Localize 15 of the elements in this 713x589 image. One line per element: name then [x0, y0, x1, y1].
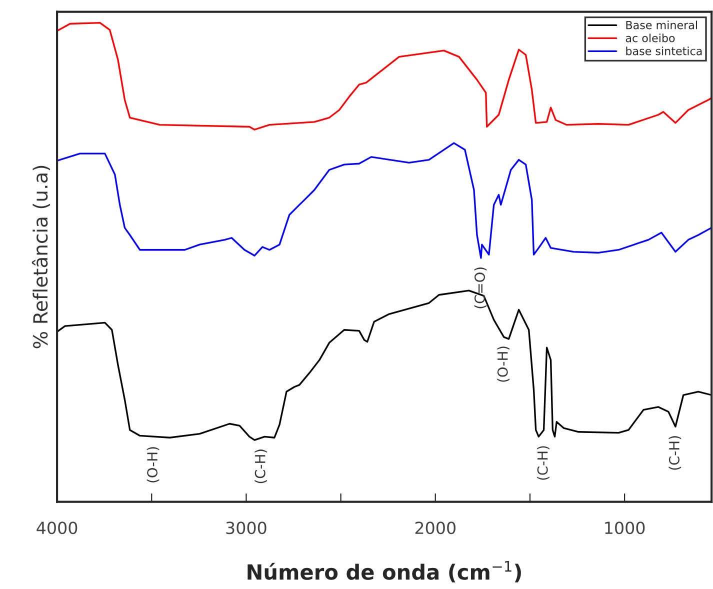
legend-label: ac oleibo [626, 34, 675, 42]
annotation: (O-H) [497, 346, 510, 382]
x-tick-label: 2000 [415, 522, 456, 534]
y-axis-title: % Refletância (u.a) [32, 166, 50, 348]
annotation: (C=O) [474, 268, 487, 308]
annotation: (C-H) [668, 436, 682, 470]
annotation: (O-H) [146, 447, 160, 482]
annotation: (C-H) [254, 450, 268, 484]
x-tick-label: 1000 [605, 522, 645, 534]
x-tick-label: 3000 [226, 522, 266, 534]
legend-label: base sintetica [626, 46, 702, 56]
annotation: (C-H) [537, 446, 550, 480]
legend-label: Base mineral [626, 20, 697, 30]
x-axis-title: Número de onda (cm$^{−1}$) [248, 560, 521, 582]
x-tick-label: 4000 [36, 522, 78, 534]
